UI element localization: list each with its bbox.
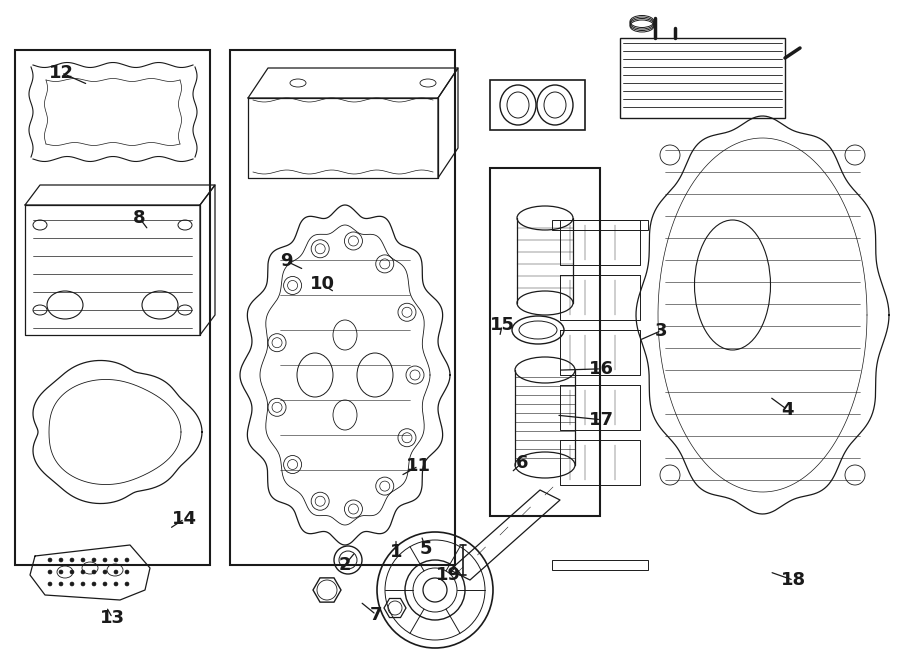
Bar xyxy=(230,50,455,565)
Text: 13: 13 xyxy=(100,609,125,627)
Ellipse shape xyxy=(114,582,118,586)
Ellipse shape xyxy=(59,570,63,574)
Text: 5: 5 xyxy=(419,539,432,558)
Ellipse shape xyxy=(48,582,52,586)
Ellipse shape xyxy=(70,558,74,562)
Ellipse shape xyxy=(59,582,63,586)
Ellipse shape xyxy=(103,582,107,586)
Text: 11: 11 xyxy=(406,457,431,475)
Ellipse shape xyxy=(114,558,118,562)
Ellipse shape xyxy=(81,558,85,562)
Ellipse shape xyxy=(48,570,52,574)
Text: 4: 4 xyxy=(781,401,794,419)
Bar xyxy=(15,50,210,565)
Text: 8: 8 xyxy=(133,209,146,227)
Ellipse shape xyxy=(125,582,129,586)
Ellipse shape xyxy=(81,582,85,586)
Text: 15: 15 xyxy=(490,316,515,334)
Text: 7: 7 xyxy=(370,605,382,624)
Bar xyxy=(552,220,648,230)
Ellipse shape xyxy=(103,558,107,562)
Ellipse shape xyxy=(92,570,96,574)
Ellipse shape xyxy=(103,570,107,574)
Ellipse shape xyxy=(70,582,74,586)
Bar xyxy=(620,38,785,118)
Text: 12: 12 xyxy=(49,63,74,82)
Text: 6: 6 xyxy=(516,453,528,472)
Ellipse shape xyxy=(48,558,52,562)
Ellipse shape xyxy=(125,558,129,562)
Text: 10: 10 xyxy=(310,275,335,293)
Ellipse shape xyxy=(81,570,85,574)
Text: 3: 3 xyxy=(655,321,668,340)
Text: 17: 17 xyxy=(589,410,614,429)
Text: 9: 9 xyxy=(280,252,292,270)
Text: 14: 14 xyxy=(172,510,197,528)
Ellipse shape xyxy=(59,558,63,562)
Text: 1: 1 xyxy=(390,543,402,561)
Ellipse shape xyxy=(92,582,96,586)
Ellipse shape xyxy=(125,570,129,574)
Bar xyxy=(490,168,600,516)
Ellipse shape xyxy=(114,570,118,574)
Ellipse shape xyxy=(70,570,74,574)
Text: 18: 18 xyxy=(781,571,806,590)
Text: 19: 19 xyxy=(436,566,461,584)
Bar xyxy=(490,80,585,130)
Text: 16: 16 xyxy=(589,360,614,378)
Bar xyxy=(552,560,648,570)
Ellipse shape xyxy=(92,558,96,562)
Text: 2: 2 xyxy=(338,556,351,574)
